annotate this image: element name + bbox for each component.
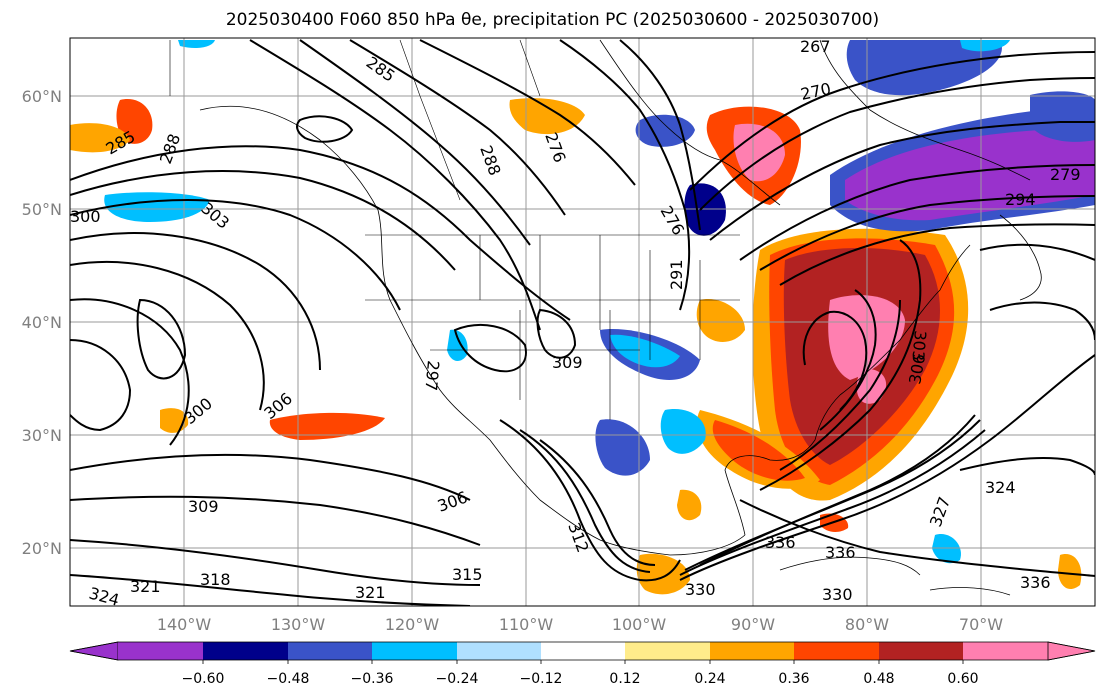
- colorbar-tick-label: 0.60: [947, 671, 978, 687]
- colorbar-segment: [963, 642, 1048, 660]
- colorbar-segment: [794, 642, 879, 660]
- contour-label: 318: [200, 570, 231, 589]
- map-panel: 267 270 276 285 288 285 288 279 294 303 …: [69, 37, 1096, 610]
- contour-label: 324: [87, 584, 121, 610]
- contour-label: 336: [765, 533, 796, 552]
- contour-label: 300: [70, 207, 101, 226]
- lon-label: 100°W: [612, 615, 667, 634]
- colorbar-outline: [69, 641, 1096, 661]
- longitude-labels: 140°W 130°W 120°W 110°W 100°W 90°W 80°W …: [157, 615, 1003, 634]
- lon-label: 90°W: [731, 615, 775, 634]
- theta-e-contours: [70, 39, 1095, 606]
- map-title: 2025030400 F060 850 hPa θe, precipitatio…: [225, 10, 880, 30]
- contour-label: 303: [908, 330, 930, 362]
- contour-label: 315: [452, 565, 483, 584]
- lon-label: 80°W: [845, 615, 889, 634]
- lat-label: 60°N: [22, 87, 62, 106]
- colorbar-segment: [118, 642, 203, 660]
- contour-label: 321: [355, 583, 386, 602]
- contour-label: 267: [800, 37, 831, 56]
- lon-label: 140°W: [157, 615, 212, 634]
- colorbar-segment: [1047, 641, 1096, 661]
- contour-label: 330: [822, 585, 853, 604]
- latitude-labels: 60°N 50°N 40°N 30°N 20°N: [22, 87, 62, 558]
- colorbar-segment: [288, 642, 372, 660]
- contour-label: 321: [130, 577, 161, 596]
- colorbar-tick-label: −0.48: [267, 671, 310, 687]
- colorbar: −0.60 −0.48 −0.36 −0.24 −0.12 0.12 0.24 …: [69, 641, 1096, 687]
- colorbar-tick-label: −0.60: [182, 671, 225, 687]
- colorbar-segment: [203, 642, 288, 660]
- colorbar-segment: [879, 642, 963, 660]
- political-borders: [169, 39, 740, 420]
- contour-label: 336: [1020, 573, 1051, 592]
- map-frame: [69, 37, 1096, 607]
- lat-label: 30°N: [22, 426, 62, 445]
- graticule: [70, 38, 1095, 606]
- contour-label: 324: [985, 478, 1016, 497]
- contour-label: 309: [188, 497, 219, 516]
- colorbar-tick-label: 0.12: [609, 671, 640, 687]
- colorbar-segment: [372, 642, 457, 660]
- lat-label: 50°N: [22, 200, 62, 219]
- lon-label: 110°W: [499, 615, 554, 634]
- colorbar-segment: [541, 642, 625, 660]
- colorbar-segment: [625, 642, 710, 660]
- lon-label: 70°W: [959, 615, 1003, 634]
- colorbar-tick-label: −0.36: [351, 671, 394, 687]
- lon-label: 120°W: [385, 615, 440, 634]
- contour-label: 291: [667, 259, 686, 290]
- contour-label: 336: [825, 543, 856, 562]
- contour-label: 309: [552, 353, 583, 372]
- colorbar-tick-label: 0.36: [778, 671, 809, 687]
- colorbar-tick-label: 0.48: [863, 671, 894, 687]
- contour-label: 294: [1005, 190, 1036, 209]
- contour-label: 279: [1050, 165, 1081, 184]
- colorbar-segment: [710, 642, 794, 660]
- colorbar-tick-label: −0.12: [520, 671, 563, 687]
- colorbar-segment: [69, 641, 119, 661]
- contour-label: 330: [685, 580, 716, 599]
- lat-label: 20°N: [22, 539, 62, 558]
- colorbar-segment: [457, 642, 541, 660]
- lon-label: 130°W: [271, 615, 326, 634]
- colorbar-tick-label: 0.24: [694, 671, 725, 687]
- contour-label: 297: [421, 360, 443, 392]
- colorbar-tick-label: −0.24: [436, 671, 479, 687]
- colorbar-ticks: [202, 660, 964, 664]
- lat-label: 40°N: [22, 313, 62, 332]
